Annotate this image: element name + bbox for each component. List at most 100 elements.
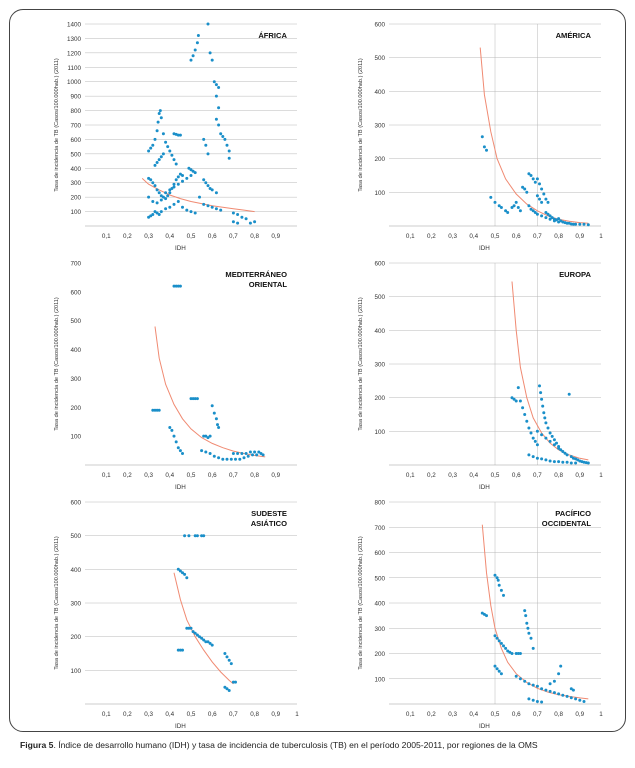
chart5-data-point — [497, 583, 501, 587]
chart3-data-point — [586, 461, 590, 465]
chart0-x-tick-label: 0,8 — [250, 233, 259, 240]
chart2-x-tick-label: 0,4 — [165, 472, 174, 479]
chart3-data-point — [565, 453, 569, 457]
chart1-data-point — [544, 216, 548, 220]
chart0-data-point — [210, 58, 214, 62]
chart0-data-point — [248, 221, 252, 225]
chart0-data-point — [172, 202, 176, 206]
chart0-data-point — [153, 137, 157, 141]
chart3-data-point — [557, 460, 561, 464]
chart2-data-point — [172, 434, 176, 438]
chart5-x-tick-label: 0,9 — [575, 711, 584, 718]
chart3-data-point — [574, 461, 578, 465]
chart0-data-point — [168, 149, 172, 153]
chart5-data-point — [504, 646, 508, 650]
chart0-data-point — [196, 34, 200, 37]
chart1-x-tick-label: 0,9 — [575, 233, 584, 240]
chart5-y-tick-label: 200 — [374, 651, 385, 658]
chart5-data-point — [552, 679, 556, 683]
chart2-data-point — [214, 417, 218, 421]
chart5-title: OCCIDENTAL — [542, 519, 592, 528]
chart0-data-point — [219, 208, 223, 212]
chart0-data-point — [176, 133, 180, 137]
chart3-data-point — [540, 397, 544, 401]
chart0-data-point — [244, 217, 248, 221]
chart4-y-tick-label: 500 — [70, 533, 81, 540]
chart1-data-point — [516, 206, 520, 209]
chart0-data-point — [151, 213, 155, 216]
chart5-x-tick-label: 0,8 — [554, 711, 563, 718]
chart5-x-tick-label: 0,5 — [491, 711, 500, 718]
chart3-data-point — [539, 391, 543, 395]
chart3-y-tick-label: 400 — [374, 328, 385, 335]
chart5-data-point — [485, 614, 488, 618]
chart5-y-tick-label: 700 — [374, 525, 385, 532]
chart1-data-point — [550, 216, 554, 220]
chart3-data-point — [561, 450, 565, 453]
chart4-data-point — [204, 640, 208, 644]
chart3-data-point — [527, 453, 531, 457]
chart5-data-point — [535, 684, 539, 688]
chart5-data-point — [502, 644, 505, 648]
chart3-x-tick-label: 0,6 — [512, 472, 521, 479]
chart2-data-point — [251, 453, 254, 457]
chart-europa-svg: 100 200 300 400 500 600 0,1 0,2 0,3 0,4 0,5 0,6 0,7 0… — [358, 261, 603, 492]
chart1-y-tick-label: 200 — [374, 156, 385, 163]
chart-africa: 100 200 300 400 500 600 700 800 900 1000 1100 1200 1… — [13, 14, 318, 254]
chart2-data-point — [261, 453, 265, 457]
chart3-data-point — [555, 441, 558, 445]
chart3-data-point — [514, 399, 518, 403]
chart5-data-point — [527, 697, 531, 701]
chart0-data-point — [193, 211, 197, 215]
chart2-data-point — [216, 423, 219, 427]
chart-sudeste-asiatico: 100 200 300 400 500 600 0,1 0,2 0,3 0,4 0,5 0,6 0,7 0… — [13, 492, 318, 732]
chart3-y-axis-label: Tasa de incidencia de TB (Casos/100.000h… — [358, 297, 364, 431]
chart0-data-point — [166, 145, 170, 149]
chart2-data-point — [195, 397, 199, 401]
chart1-y-tick-label: 400 — [374, 89, 385, 96]
chart5-data-point — [523, 609, 527, 613]
chart3-data-point — [557, 446, 561, 450]
chart-america: 100 200 300 400 500 600 0,1 0,2 0,3 0,4 0,5 0,6 0,7 0… — [317, 14, 622, 254]
chart1-data-point — [578, 222, 582, 226]
chart1-data-point — [512, 204, 516, 208]
chart4-x-tick-label: 0,8 — [250, 711, 259, 718]
chart4-data-point — [183, 534, 187, 538]
chart4-data-point — [191, 630, 195, 634]
chart3-data-point — [540, 457, 544, 461]
chart4-y-tick-label: 600 — [70, 500, 81, 507]
chart4-data-point — [193, 631, 197, 635]
chart4-data-point — [227, 658, 231, 662]
chart5-data-point — [540, 687, 544, 691]
chart0-data-point — [202, 202, 206, 206]
figure-caption: Figura 5. Índice de desarrollo humano (I… — [20, 740, 620, 750]
chart4-y-tick-label: 400 — [70, 567, 81, 574]
chart2-x-tick-label: 0,7 — [229, 472, 238, 479]
chart0-x-tick-label: 0,9 — [271, 233, 280, 240]
chart-europa: 100 200 300 400 500 600 0,1 0,2 0,3 0,4 0,5 0,6 0,7 0… — [317, 253, 622, 493]
chart0-y-tick-label: 1200 — [67, 50, 82, 57]
chart4-trend-line — [173, 572, 234, 685]
chart5-data-point — [493, 634, 497, 638]
chart3-data-point — [552, 443, 556, 447]
chart0-y-tick-label: 800 — [70, 108, 81, 115]
chart2-data-point — [151, 408, 155, 412]
chart1-data-point — [531, 209, 535, 213]
chart0-data-point — [206, 152, 210, 156]
chart0-data-point — [170, 153, 174, 157]
chart3-data-point — [512, 397, 516, 401]
chart5-data-point — [548, 682, 552, 686]
chart0-data-point — [195, 41, 199, 45]
chart1-y-axis-label: Tasa de incidencia de TB (Casos/100.000h… — [358, 58, 364, 192]
chart5-data-point — [578, 698, 582, 702]
chart2-data-point — [253, 450, 257, 454]
chart2-x-tick-label: 0,2 — [123, 472, 132, 479]
chart2-y-tick-label: 700 — [70, 261, 81, 268]
chart3-y-tick-label: 200 — [374, 395, 385, 402]
chart0-y-tick-label: 300 — [70, 180, 81, 187]
chart0-data-point — [159, 210, 163, 214]
chart5-data-point — [525, 621, 529, 625]
chart2-data-point — [202, 434, 206, 438]
chart0-data-point — [153, 163, 157, 167]
chart5-data-point — [493, 664, 497, 668]
